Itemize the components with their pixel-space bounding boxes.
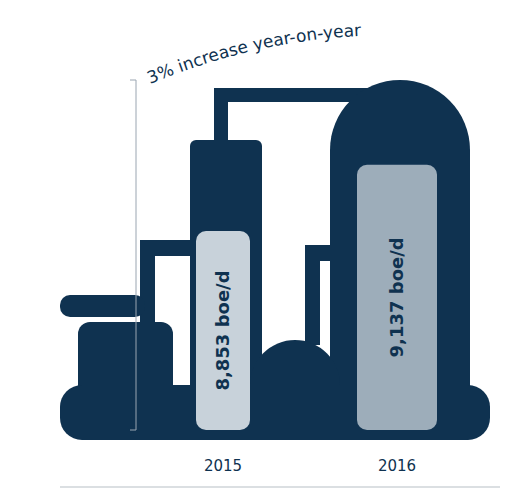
svg-text:2016: 2016: [378, 457, 416, 475]
svg-text:8,853 boe/d: 8,853 boe/d: [213, 270, 234, 390]
svg-text:2015: 2015: [204, 457, 242, 475]
svg-text:3% increase year-on-year: 3% increase year-on-year: [144, 20, 362, 88]
svg-text:9,137 boe/d: 9,137 boe/d: [387, 237, 408, 357]
